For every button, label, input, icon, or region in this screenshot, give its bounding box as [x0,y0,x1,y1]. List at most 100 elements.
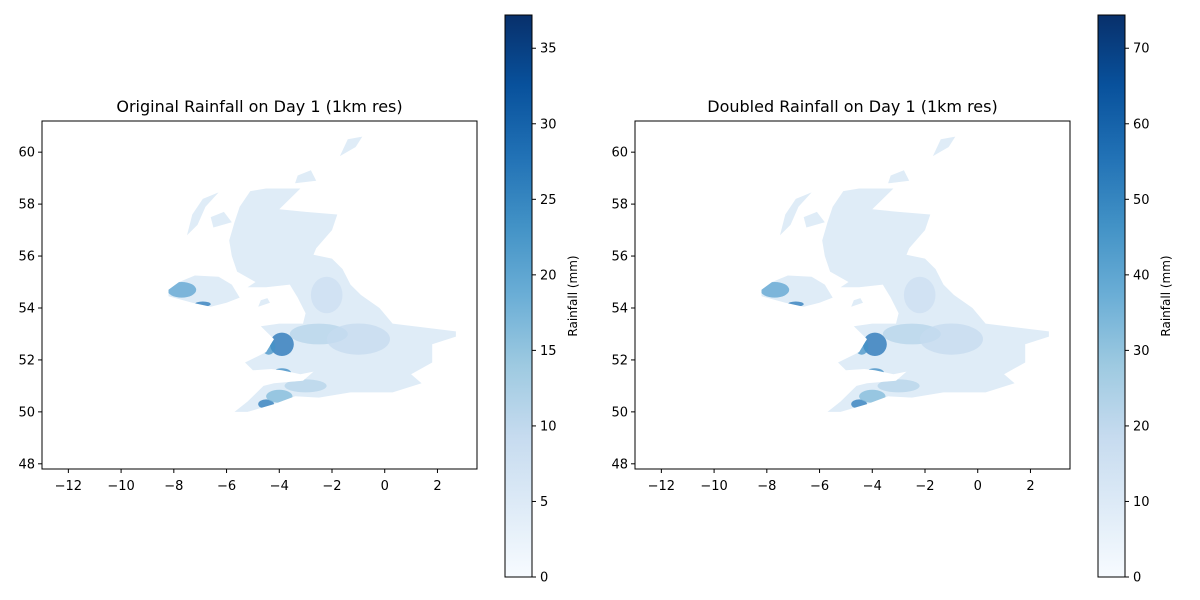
y-tick-label: 50 [611,405,628,420]
colorbar-tick-label: 20 [540,268,557,283]
y-tick-label: 50 [18,405,35,420]
colorbar-tick-label: 20 [1133,419,1150,434]
colorbar-tick-label: 0 [540,571,548,586]
map-doubled [742,136,1049,412]
y-tick-label: 58 [18,198,35,213]
chart-title: Doubled Rainfall on Day 1 (1km res) [707,97,997,116]
x-tick-label: −2 [322,479,341,494]
rainfall-cell [877,379,920,393]
landmass-orkney [295,170,317,184]
x-tick-label: −4 [863,479,882,494]
y-tick-label: 60 [611,146,628,161]
y-tick-label: 54 [18,301,35,316]
rainfall-cell [310,276,343,314]
x-tick-label: −12 [55,479,82,494]
x-tick-label: −8 [164,479,183,494]
x-tick-label: 0 [974,479,982,494]
y-tick-label: 56 [611,250,628,265]
x-tick-label: −12 [648,479,675,494]
rainfall-cell [270,332,294,356]
colorbar-label: Rainfall (mm) [566,255,580,336]
x-tick-label: 2 [433,479,441,494]
y-tick-label: 58 [611,198,628,213]
panel-doubled: Doubled Rainfall on Day 1 (1km res) −12−… [611,97,1071,494]
rainfall-cell [149,292,167,300]
rainfall-cell [266,389,293,403]
landmass-great-britain [229,188,456,412]
panel-original: Original Rainfall on Day 1 (1km res) −12… [18,97,478,494]
landmass-shetland [339,136,363,157]
chart-title: Original Rainfall on Day 1 (1km res) [116,97,402,116]
x-tick-label: −2 [915,479,934,494]
landmass-isle-of-man [258,298,270,307]
y-tick-label: 52 [18,353,35,368]
rainfall-cell [787,301,804,307]
landmass-shetland [932,136,956,157]
colorbar-tick-label: 50 [1133,193,1150,208]
colorbar-ticks: 0 5 10 15 20 25 30 35 [532,42,557,586]
axes-frame [41,120,478,470]
colorbar-tick-label: 60 [1133,117,1150,132]
colorbar-tick-label: 40 [1133,268,1150,283]
landmass-outer-hebrides [780,192,812,236]
rainfall-cell [855,339,869,355]
x-axis: −12 −10 −8 −6 −4 −2 0 2 [55,469,442,494]
colorbar-tick-label: 10 [1133,495,1150,510]
rainfall-cell [326,323,390,355]
y-tick-label: 56 [18,250,35,265]
x-tick-label: −6 [217,479,236,494]
rainfall-cell [262,339,276,355]
rainfall-cell [903,276,936,314]
rainfall-cell [742,292,760,300]
colorbar-tick-label: 0 [1133,571,1141,586]
y-tick-label: 52 [611,353,628,368]
y-axis: 48 50 52 54 56 58 60 [611,146,635,472]
rainfall-cell [272,368,292,378]
rainfall-cell [168,282,197,298]
colorbar-doubled: 0 10 20 30 40 50 60 70 Rainfall (mm) [1097,14,1173,586]
colorbar-tick-label: 30 [1133,344,1150,359]
x-tick-label: −10 [107,479,134,494]
colorbar-ticks: 0 10 20 30 40 50 60 70 [1125,42,1150,586]
landmass-orkney [888,170,910,184]
x-tick-label: 0 [381,479,389,494]
colorbar-tick-label: 10 [540,419,557,434]
colorbar-tick-label: 25 [540,193,557,208]
y-tick-label: 54 [611,301,628,316]
y-tick-label: 48 [18,457,35,472]
axes-frame [634,120,1071,470]
y-axis: 48 50 52 54 56 58 60 [18,146,42,472]
y-tick-label: 48 [611,457,628,472]
rainfall-cell [248,300,257,306]
colorbar-tick-label: 35 [540,42,557,57]
rainfall-cell [841,300,850,306]
landmass-outer-hebrides [187,192,219,236]
rainfall-cell [194,301,211,307]
x-axis: −12 −10 −8 −6 −4 −2 0 2 [648,469,1035,494]
colorbar [1097,14,1126,578]
rainfall-cell [284,379,327,393]
x-tick-label: −4 [270,479,289,494]
colorbar-label: Rainfall (mm) [1159,255,1173,336]
colorbar-tick-label: 30 [540,117,557,132]
colorbar [504,14,533,578]
colorbar-original: 0 5 10 15 20 25 30 35 Rainfall (mm) [504,14,580,586]
landmass-isle-of-man [851,298,863,307]
rainfall-cell [919,323,984,355]
rainfall-cell [761,282,790,298]
colorbar-tick-label: 15 [540,344,557,359]
colorbar-tick-label: 5 [540,495,548,510]
rainfall-cell [863,332,887,356]
x-tick-label: 2 [1026,479,1034,494]
rainfall-cell [865,368,885,378]
rainfall-cell [859,389,886,403]
x-tick-label: −8 [757,479,776,494]
y-tick-label: 60 [18,146,35,161]
x-tick-label: −10 [700,479,727,494]
x-tick-label: −6 [810,479,829,494]
landmass-isle-of-skye [803,211,825,228]
map-original [149,136,456,412]
landmass-isle-of-skye [210,211,232,228]
landmass-great-britain [822,188,1049,412]
